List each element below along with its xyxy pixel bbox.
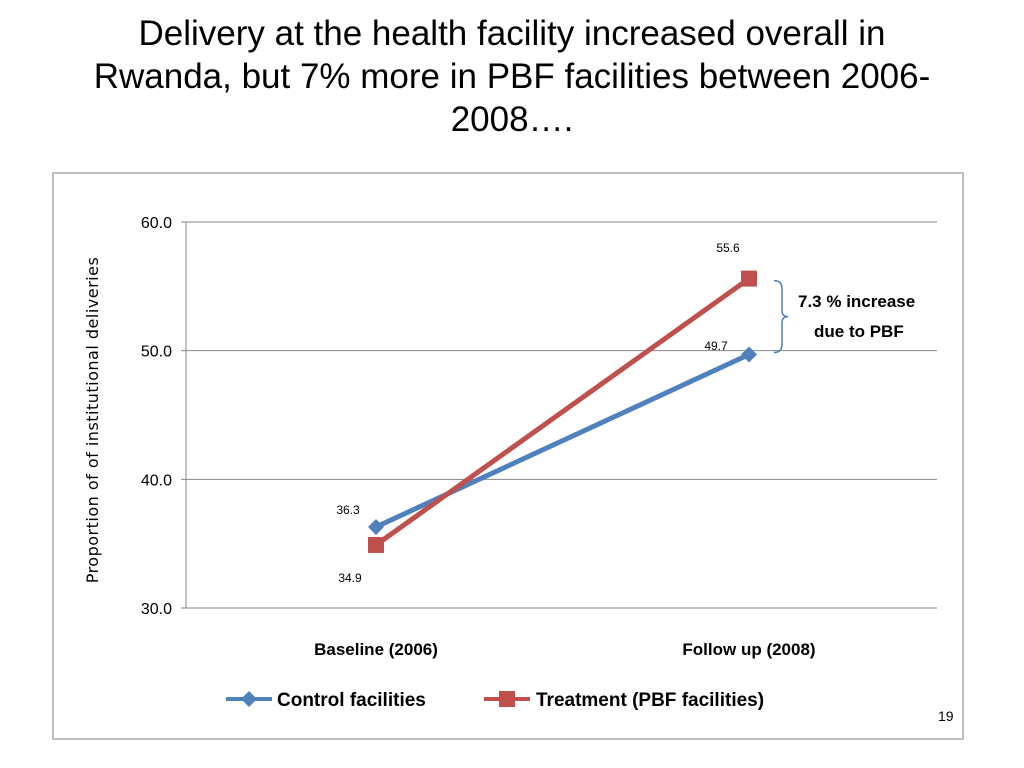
series xyxy=(368,270,757,553)
annotation-line: 7.3 % increase xyxy=(798,292,915,311)
y-axis-label: Proportion of of institutional deliverie… xyxy=(83,257,102,584)
x-tick-label: Follow up (2008) xyxy=(682,640,815,659)
data-label: 34.9 xyxy=(338,571,362,585)
legend-item-treatment: Treatment (PBF facilities) xyxy=(484,690,764,711)
slide-title-line: 2008…. xyxy=(450,100,574,139)
slide-title-line: Delivery at the health facility increase… xyxy=(138,14,886,53)
legend-label: Treatment (PBF facilities) xyxy=(536,690,764,711)
annotation: 7.3 % increase due to PBF xyxy=(773,279,915,354)
gridlines xyxy=(186,221,937,609)
annotation-bracket xyxy=(773,279,789,354)
y-tick-label: 50.0 xyxy=(141,344,172,361)
legend-square-marker xyxy=(499,691,515,707)
series-line-treatment xyxy=(374,276,751,547)
y-tick-label: 60.0 xyxy=(141,215,172,232)
x-tick-label: Baseline (2006) xyxy=(314,640,438,659)
line-chart: 30.0 40.0 50.0 60.0 Baseline (2006) Follow up… xyxy=(83,215,937,711)
y-tick-label: 40.0 xyxy=(141,472,172,489)
data-labels: 36.3 49.7 34.9 55.6 xyxy=(336,241,740,585)
data-label: 49.7 xyxy=(704,339,728,353)
legend-item-control: Control facilities xyxy=(226,690,426,711)
slide-title-line: Rwanda, but 7% more in PBF facilities be… xyxy=(93,57,931,96)
chart-frame: 30.0 40.0 50.0 60.0 Baseline (2006) Follow up… xyxy=(52,172,964,740)
data-point-square xyxy=(741,270,757,287)
data-label: 36.3 xyxy=(336,503,360,517)
data-point-diamond xyxy=(741,346,757,363)
data-point-square xyxy=(368,536,384,553)
series-line-control xyxy=(374,352,751,530)
page-number: 19 xyxy=(938,708,954,724)
axes: 30.0 40.0 50.0 60.0 Baseline (2006) Follow up… xyxy=(141,215,816,659)
data-label: 55.6 xyxy=(716,241,740,255)
legend-diamond-marker xyxy=(241,691,257,707)
annotation-line: due to PBF xyxy=(814,322,904,341)
data-point-diamond xyxy=(368,518,384,535)
legend: Control facilities Treatment (PBF facili… xyxy=(226,690,764,711)
y-tick-label: 30.0 xyxy=(141,601,172,618)
slide-title: Delivery at the health facility increase… xyxy=(0,12,1024,141)
legend-label: Control facilities xyxy=(277,690,426,711)
